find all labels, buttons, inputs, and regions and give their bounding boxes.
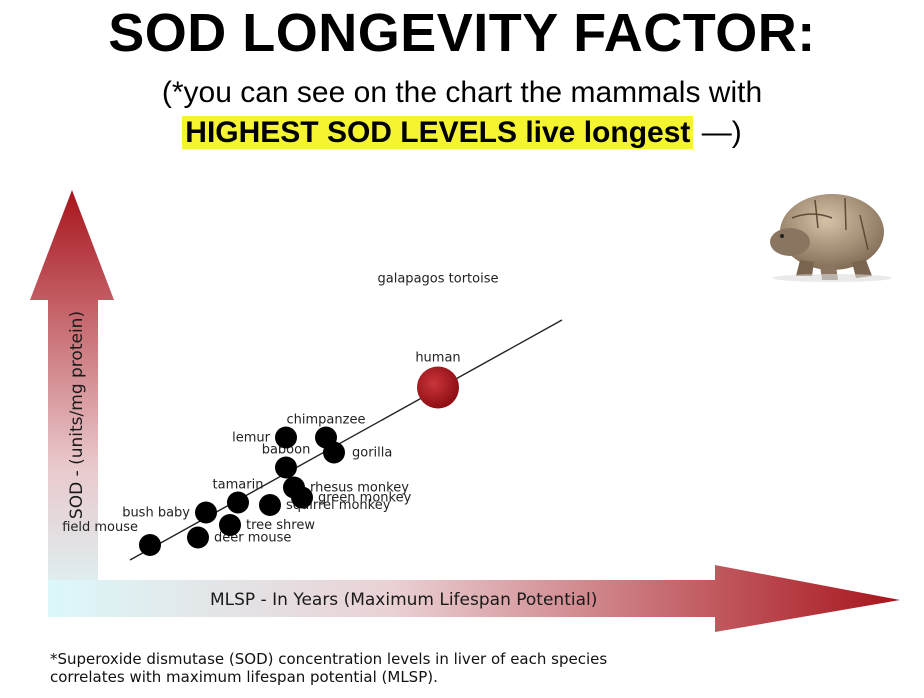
x-axis-arrow [48,565,900,632]
point-green-monkey [291,486,313,509]
label-baboon: baboon [262,443,311,458]
label-human: human [415,351,460,366]
label-lemur: lemur [232,431,271,446]
x-axis-label: MLSP - In Years (Maximum Lifespan Potent… [210,590,597,610]
point-lemur [275,426,297,449]
label-squirrel-monkey: squirrel monkey [286,498,391,513]
label-rhesus-monkey: rhesus monkey [310,481,409,496]
label-bush-baby: bush baby [122,506,190,521]
point-baboon [275,456,297,479]
label-green-monkey: green monkey [318,491,412,506]
point-squirrel-monkey [259,494,281,516]
subtitle-tail: —) [693,116,742,149]
point-gorilla [323,441,345,464]
point-tamarin [227,491,249,514]
trend-line [129,319,563,561]
subtitle-line-1: (*you can see on the chart the mammals w… [161,76,763,109]
label-galapagos-tortoise: galapagos tortoise [378,272,499,287]
y-axis-label: SOD - (units/mg protein) [67,311,87,519]
sod-chart: SOD - (units/mg protein) MLSP - In Years… [30,190,900,632]
y-axis-arrow [30,190,114,615]
label-tamarin: tamarin [213,478,264,493]
tortoise-image [770,194,892,282]
point-bush-baby [195,501,217,524]
point-tree-shrew [219,514,241,536]
label-field-mouse: field mouse [62,520,138,535]
point-field-mouse [139,534,161,556]
subtitle-highlight: HIGHEST SOD LEVELS live longest [182,116,694,149]
subtitle-line-2: HIGHEST SOD LEVELS live longest —) [0,116,924,150]
point-human [417,366,459,409]
label-gorilla: gorilla [352,446,392,461]
point-deer-mouse [187,526,209,549]
footnote: *Superoxide dismutase (SOD) concentratio… [50,650,608,686]
label-tree-shrew: tree shrew [246,518,315,533]
page-title: SOD LONGEVITY FACTOR: [108,3,816,63]
label-chimpanzee: chimpanzee [287,413,366,428]
